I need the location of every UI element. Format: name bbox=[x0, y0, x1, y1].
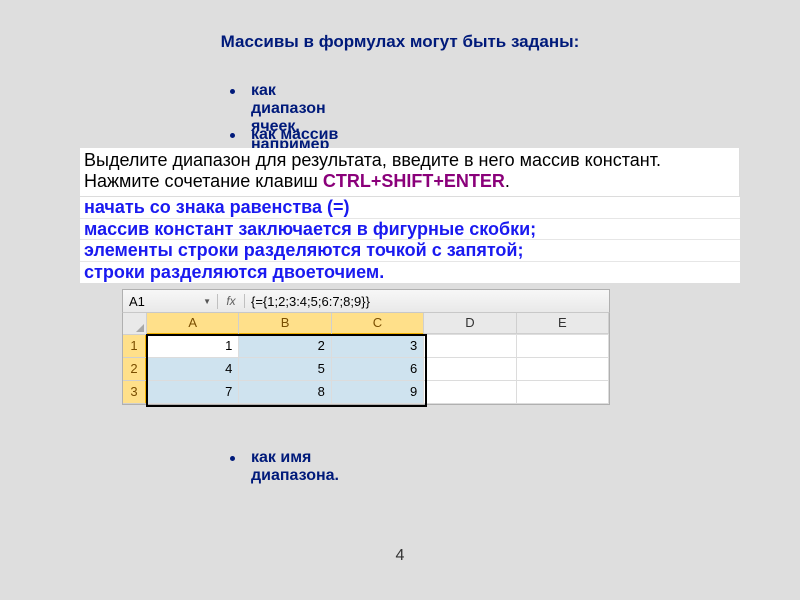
chevron-down-icon[interactable]: ▼ bbox=[203, 297, 211, 306]
instruction-line-1: Выделите диапазон для результата, введит… bbox=[80, 148, 740, 171]
excel-screenshot: A1 ▼ fx {={1;2;3:4;5;6:7;8;9}} ABCDE1123… bbox=[122, 289, 610, 405]
row-header[interactable]: 3 bbox=[123, 381, 147, 404]
note-2: массив констант заключается в фигурные с… bbox=[80, 219, 740, 241]
slide-title: Массивы в формулах могут быть заданы: bbox=[0, 32, 800, 52]
note-4: строки разделяются двоеточием. bbox=[80, 262, 740, 283]
name-box[interactable]: A1 ▼ bbox=[123, 294, 218, 309]
cell[interactable]: 6 bbox=[332, 358, 424, 381]
page-number: 4 bbox=[0, 547, 800, 565]
column-header[interactable]: C bbox=[332, 313, 424, 335]
worksheet-grid[interactable]: ABCDE112324563789 bbox=[122, 313, 610, 405]
hotkey-text: CTRL+SHIFT+ENTER bbox=[323, 171, 505, 191]
cell[interactable]: 4 bbox=[147, 358, 239, 381]
row-header[interactable]: 1 bbox=[123, 335, 147, 358]
name-box-value: A1 bbox=[129, 294, 145, 309]
instruction-line-2a: Нажмите сочетание клавиш bbox=[84, 171, 323, 191]
bullet-3-text: как имя диапазона. bbox=[251, 449, 339, 485]
note-3: элементы строки разделяются точкой с зап… bbox=[80, 240, 740, 262]
formula-input[interactable]: {={1;2;3:4;5;6:7;8;9}} bbox=[245, 294, 609, 309]
select-all-corner[interactable] bbox=[123, 313, 147, 335]
column-header[interactable]: B bbox=[239, 313, 331, 335]
formula-bar: A1 ▼ fx {={1;2;3:4;5;6:7;8;9}} bbox=[122, 289, 610, 313]
instruction-line-2c: . bbox=[505, 171, 510, 191]
instruction-line-2: Нажмите сочетание клавиш CTRL+SHIFT+ENTE… bbox=[80, 171, 740, 197]
bullet-dot-icon bbox=[230, 133, 235, 138]
cell[interactable]: 7 bbox=[147, 381, 239, 404]
cell[interactable] bbox=[424, 358, 516, 381]
cell[interactable] bbox=[517, 358, 609, 381]
cell[interactable] bbox=[517, 381, 609, 404]
fx-icon[interactable]: fx bbox=[218, 294, 245, 308]
column-header[interactable]: A bbox=[147, 313, 239, 335]
bullet-dot-icon bbox=[230, 89, 235, 94]
cell[interactable]: 3 bbox=[332, 335, 424, 358]
cell[interactable]: 8 bbox=[239, 381, 331, 404]
cell[interactable] bbox=[424, 381, 516, 404]
bullet-dot-icon bbox=[230, 456, 235, 461]
row-header[interactable]: 2 bbox=[123, 358, 147, 381]
note-1: начать со знака равенства (=) bbox=[80, 197, 740, 219]
instruction-box: Выделите диапазон для результата, введит… bbox=[80, 148, 740, 283]
cell[interactable] bbox=[517, 335, 609, 358]
cell[interactable]: 9 bbox=[332, 381, 424, 404]
cell[interactable]: 5 bbox=[239, 358, 331, 381]
cell[interactable]: 1 bbox=[147, 335, 239, 358]
cell[interactable] bbox=[424, 335, 516, 358]
column-header[interactable]: E bbox=[517, 313, 609, 334]
cell[interactable]: 2 bbox=[239, 335, 331, 358]
column-header[interactable]: D bbox=[424, 313, 516, 334]
slide: Массивы в формулах могут быть заданы: ка… bbox=[0, 0, 800, 600]
